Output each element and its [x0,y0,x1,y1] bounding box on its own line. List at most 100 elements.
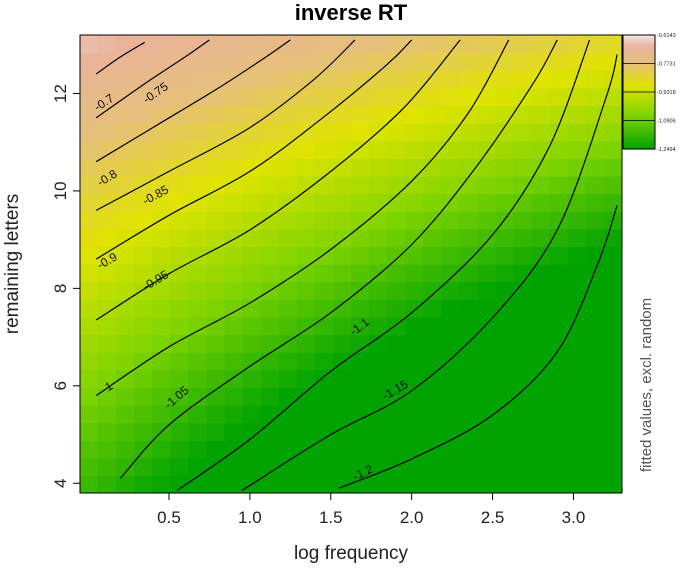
heatmap-cell [459,158,479,177]
heatmap-cell [405,457,424,476]
heatmap-cell [549,246,569,265]
contour-line [176,39,591,492]
heatmap-cell [441,281,460,300]
heatmap-cell [351,422,370,441]
colorbar-cell [623,49,655,53]
heatmap-cell [459,70,479,89]
heatmap-cell [477,334,497,353]
heatmap-cell [603,246,622,265]
heatmap-cell [170,246,189,265]
colorbar-cell [623,111,655,116]
heatmap-cell [332,140,352,159]
heatmap-cell [531,316,551,336]
heatmap-cell [477,123,497,142]
x-tick-label: 0.5 [157,508,181,527]
heatmap-cell [224,140,244,159]
heatmap-cell [513,264,533,283]
heatmap-cell [314,87,334,107]
heatmap-cell [314,281,334,300]
heatmap-cell [369,140,388,159]
heatmap-cell [603,35,622,54]
heatmap-cell [296,70,316,89]
heatmap-cell [260,175,280,195]
heatmap-cell [495,87,515,107]
heatmap-cell [152,299,171,318]
heatmap-cell [603,475,622,493]
heatmap-cell [603,140,622,159]
heatmap-cell [369,299,388,318]
heatmap-cell [603,70,622,89]
heatmap-cell [116,211,135,230]
heatmap-cell [477,299,497,318]
heatmap-cell [80,281,99,300]
heatmap-cell [549,140,569,159]
heatmap-cell [549,369,569,388]
heatmap-cell [332,475,352,493]
heatmap-cell [80,475,99,493]
heatmap-cell [405,369,424,388]
heatmap-cell [260,334,280,353]
heatmap-cell [513,105,533,124]
heatmap-cell [495,457,515,476]
heatmap-cell [585,87,605,107]
heatmap-cell [531,475,551,493]
heatmap-cell [242,87,262,107]
heatmap-cell [369,35,388,54]
colorbar-cell [623,54,655,59]
heatmap-cell [134,87,153,107]
heatmap-cell [134,70,153,89]
heatmap-cell [441,175,460,195]
heatmap-cell [242,175,262,195]
heatmap-cell [387,35,406,54]
heatmap-cell [549,299,569,318]
heatmap-cell [405,123,424,142]
heatmap-cell [459,87,479,107]
heatmap-cell [369,52,388,71]
heatmap-cell [387,440,406,459]
heatmap-cell [224,193,244,212]
heatmap-cell [351,35,370,54]
heatmap-cell [188,316,208,336]
heatmap-cell [531,334,551,353]
heatmap-cell [549,70,569,89]
heatmap-cell [405,35,424,54]
heatmap-cell [495,422,515,441]
heatmap-cell [224,299,244,318]
heatmap-cell [206,457,226,476]
heatmap-cell [80,123,99,142]
heatmap-cell [441,369,460,388]
heatmap-cell [495,140,515,159]
heatmap-cell [441,158,460,177]
heatmap-cell [332,123,352,142]
heatmap-cell [387,387,406,406]
heatmap-cell [80,140,99,159]
colorbar-tick-label: -1.0906 [657,119,676,125]
heatmap-cell [170,35,189,54]
heatmap-cell [369,228,388,247]
heatmap-cell [260,52,280,71]
heatmap-cell [260,404,280,424]
heatmap-cell [369,475,388,493]
heatmap-cell [441,422,460,441]
heatmap-cell [441,457,460,476]
heatmap-cell [242,193,262,212]
heatmap-cell [260,316,280,336]
heatmap-cell [206,404,226,424]
heatmap-cell [152,105,171,124]
heatmap-cell [116,316,135,336]
heatmap-cell [224,123,244,142]
heatmap-cell [405,105,424,124]
heatmap-cell [351,211,370,230]
heatmap-cell [567,369,587,388]
heatmap-cell [405,246,424,265]
heatmap-cell [314,35,334,54]
heatmap-cell [260,457,280,476]
heatmap-cell [513,316,533,336]
heatmap-cell [423,334,442,353]
heatmap-cell [567,475,587,493]
heatmap-cell [134,193,153,212]
heatmap-cell [459,404,479,424]
colorbar-cell [623,74,655,79]
heatmap-cell [332,87,352,107]
heatmap-cell [441,316,460,336]
